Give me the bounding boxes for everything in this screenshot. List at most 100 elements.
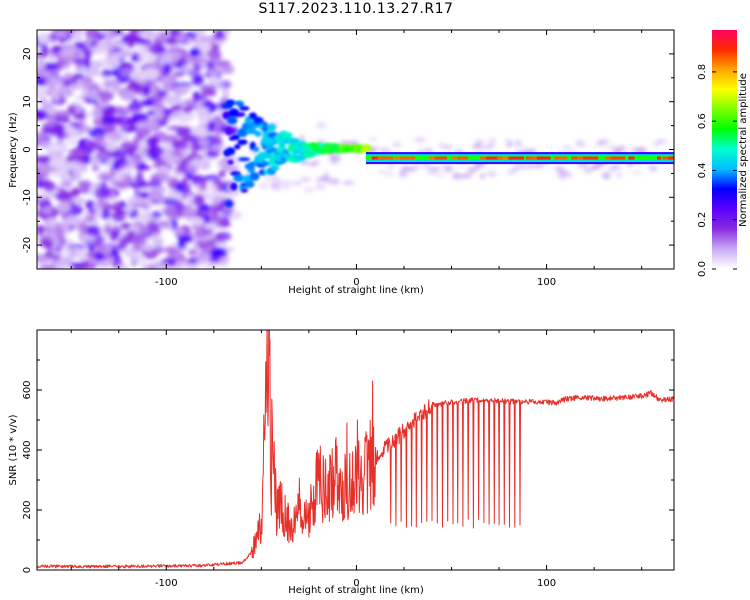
heatmap-cell	[261, 124, 268, 133]
heatmap-cell	[113, 153, 127, 165]
band-core	[394, 156, 405, 160]
spectrogram-heatmap	[37, 30, 674, 269]
heatmap-cell	[163, 94, 178, 105]
band-core	[571, 156, 579, 160]
band-core	[582, 156, 599, 160]
band-core	[457, 156, 469, 160]
heatmap-cell	[66, 135, 77, 146]
colorbar-gradient	[712, 30, 737, 270]
heatmap-cell	[49, 76, 66, 85]
heatmap-cell	[423, 148, 434, 154]
heatmap-cell	[85, 200, 96, 211]
colorbar-segment	[712, 165, 737, 169]
colorbar-segment	[712, 197, 737, 200]
heatmap-cell	[89, 209, 96, 216]
heatmap-cell	[85, 30, 100, 39]
heatmap-cell	[98, 30, 111, 37]
heatmap-cell	[66, 250, 74, 257]
y-tick-label: 600	[22, 380, 33, 399]
colorbar-segment	[712, 89, 737, 93]
colorbar-segment	[712, 199, 737, 202]
heatmap-cell	[155, 235, 164, 246]
heatmap-cell	[192, 63, 202, 73]
heatmap-cell	[63, 161, 78, 170]
colorbar-segment	[712, 95, 737, 99]
colorbar-segment	[712, 61, 737, 65]
heatmap-cell	[99, 101, 110, 108]
heatmap-cell	[55, 247, 63, 252]
heatmap-cell	[149, 43, 165, 55]
colorbar-segment	[712, 41, 737, 45]
heatmap-cell	[299, 177, 312, 182]
heatmap-cell	[79, 180, 88, 190]
colorbar-segment	[712, 109, 737, 113]
band-core	[628, 156, 635, 160]
heatmap-cell	[185, 203, 193, 213]
colorbar-segment	[712, 131, 737, 135]
heatmap-cell	[151, 210, 163, 219]
heatmap-cell	[84, 225, 101, 237]
colorbar-segment	[712, 237, 737, 240]
heatmap-cell	[79, 164, 89, 172]
heatmap-cell	[299, 135, 305, 142]
colorbar-segment	[712, 91, 737, 95]
heatmap-cell	[196, 189, 208, 196]
heatmap-cell	[595, 140, 604, 147]
heatmap-cell	[583, 167, 593, 174]
colorbar-segment	[712, 257, 737, 260]
band-core	[428, 156, 435, 160]
colorbar-segment	[712, 247, 737, 250]
colorbar-segment	[712, 33, 737, 37]
heatmap-cell	[37, 109, 48, 121]
band-core	[668, 156, 674, 160]
heatmap-cell	[39, 264, 56, 269]
colorbar-segment	[712, 105, 737, 109]
heatmap-cell	[89, 156, 101, 166]
heatmap-cell	[156, 220, 170, 229]
heatmap-cell	[216, 160, 232, 165]
colorbar-segment	[712, 51, 737, 55]
heatmap-cell	[127, 146, 135, 158]
heatmap-cell	[142, 68, 160, 81]
heatmap-cell	[85, 216, 96, 222]
colorbar-segment	[712, 201, 737, 204]
heatmap-cell	[176, 58, 188, 65]
heatmap-cell	[213, 123, 222, 135]
colorbar-segment	[712, 71, 737, 75]
colorbar-segment	[712, 155, 737, 159]
heatmap-cell	[215, 58, 222, 68]
colorbar-segment	[712, 159, 737, 163]
heatmap-cell	[39, 163, 53, 173]
heatmap-cell	[55, 124, 65, 135]
colorbar-segment	[712, 123, 737, 127]
heatmap-cell	[605, 145, 617, 149]
heatmap-cell	[244, 180, 255, 189]
heatmap-cell	[556, 170, 569, 176]
colorbar-segment	[712, 167, 737, 171]
colorbar-segment	[712, 49, 737, 53]
colorbar-segment	[712, 147, 737, 151]
colorbar-segment	[712, 229, 737, 232]
heatmap-cell	[200, 84, 218, 93]
heatmap-cell	[134, 229, 141, 236]
heatmap-cell	[159, 165, 171, 175]
colorbar-segment	[712, 85, 737, 89]
heatmap-cell	[175, 35, 186, 42]
colorbar-segment	[712, 43, 737, 47]
heatmap-cell	[75, 248, 87, 261]
colorbar-segment	[712, 253, 737, 256]
heatmap-cell	[93, 42, 110, 55]
heatmap-cell	[121, 247, 139, 258]
heatmap-cell	[179, 128, 192, 140]
heatmap-cell	[37, 132, 48, 143]
heatmap-cell	[104, 222, 112, 234]
heatmap-cell	[39, 238, 54, 248]
heatmap-cell	[657, 138, 662, 145]
colorbar-segment	[712, 143, 737, 147]
heatmap-cell	[46, 218, 58, 228]
colorbar-tick-label: 0.0	[697, 261, 708, 277]
colorbar-segment	[712, 83, 737, 87]
heatmap-cell	[270, 176, 280, 181]
heatmap-cell	[238, 157, 251, 162]
